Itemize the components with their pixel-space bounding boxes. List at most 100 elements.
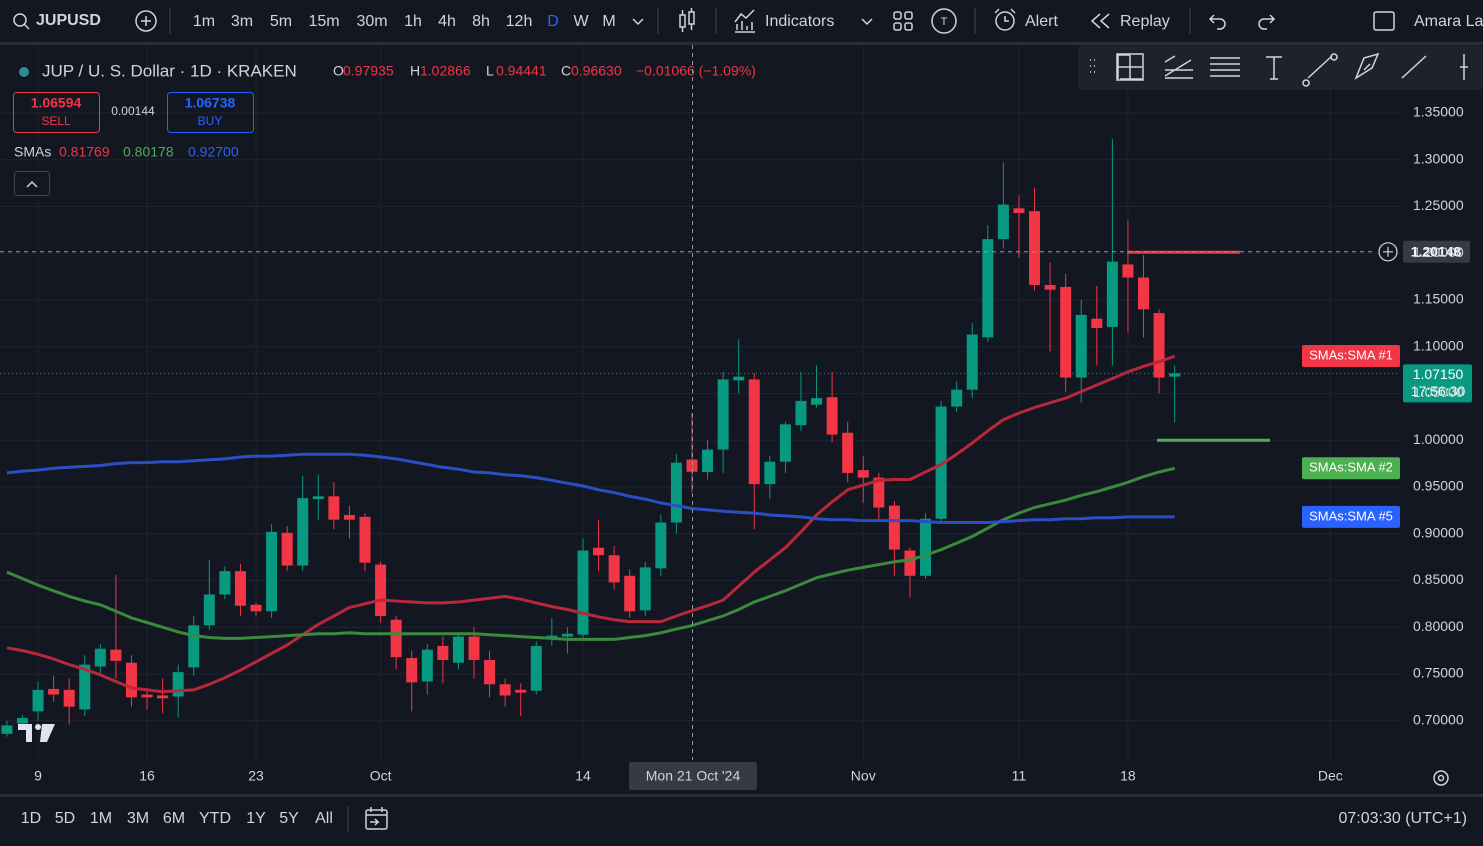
range-button[interactable]: 5D bbox=[55, 810, 75, 827]
search-icon bbox=[13, 13, 27, 27]
interval-button[interactable]: M bbox=[602, 13, 615, 30]
brush-tool[interactable] bbox=[1354, 52, 1380, 80]
candle-body bbox=[826, 397, 838, 435]
symbol-search[interactable]: JUPUSD bbox=[13, 12, 101, 30]
ohlc-value: 0.94441 bbox=[496, 63, 547, 79]
undo-button[interactable] bbox=[1208, 14, 1226, 30]
interval-button[interactable]: 12h bbox=[506, 13, 533, 30]
candle-body bbox=[234, 571, 246, 606]
trendlines-tool[interactable] bbox=[1164, 55, 1193, 79]
range-button[interactable]: 3M bbox=[127, 810, 149, 827]
x-tick-label: 18 bbox=[1120, 768, 1136, 784]
logo bbox=[18, 724, 55, 742]
indicators-icon bbox=[734, 9, 755, 33]
interval-button[interactable]: 15m bbox=[308, 13, 339, 30]
candle-body bbox=[624, 575, 636, 612]
plot-area bbox=[1, 139, 1181, 737]
series-label-box bbox=[1302, 505, 1400, 528]
badge-button[interactable]: T bbox=[931, 8, 957, 34]
range-button[interactable]: 1Y bbox=[246, 810, 266, 827]
goto-date[interactable] bbox=[365, 807, 388, 830]
candle-body bbox=[188, 625, 200, 668]
alert-button[interactable]: Alert bbox=[994, 8, 1058, 31]
interval-button[interactable]: 3m bbox=[231, 13, 253, 30]
badge-circle bbox=[931, 8, 957, 34]
user-name[interactable]: Amara La bbox=[1414, 13, 1483, 30]
grid-icon bbox=[904, 22, 913, 31]
y-tick-label: 1.05000 bbox=[1413, 384, 1464, 400]
range-button[interactable]: 6M bbox=[163, 810, 185, 827]
cross-tool bbox=[1116, 53, 1144, 81]
interval-button[interactable]: 30m bbox=[356, 13, 387, 30]
interval-button[interactable]: W bbox=[573, 13, 589, 30]
fib-tool[interactable] bbox=[1210, 57, 1240, 77]
candle-body bbox=[966, 334, 978, 390]
candle-body bbox=[779, 424, 791, 462]
chart-type-button[interactable] bbox=[679, 8, 695, 32]
candle-body bbox=[421, 649, 433, 682]
candle-body bbox=[639, 567, 651, 611]
range-button[interactable]: YTD bbox=[199, 810, 231, 827]
y-tick-label: 0.80000 bbox=[1413, 618, 1464, 634]
range-button[interactable]: All bbox=[315, 810, 333, 827]
x-tick-label: 14 bbox=[575, 768, 591, 784]
collapse-button[interactable] bbox=[14, 171, 50, 196]
candle-body bbox=[1060, 286, 1072, 378]
interval-button[interactable]: 8h bbox=[472, 13, 490, 30]
range-button[interactable]: 5Y bbox=[279, 810, 299, 827]
layouts-button[interactable] bbox=[893, 11, 913, 31]
candle-body bbox=[281, 532, 293, 566]
candle-body bbox=[110, 649, 122, 661]
candle-body bbox=[997, 204, 1009, 240]
last-price-box bbox=[1403, 364, 1472, 403]
sell-box bbox=[13, 92, 100, 133]
candle-body bbox=[1169, 373, 1181, 377]
change: −0.01066 (−1.09%) bbox=[636, 63, 756, 79]
text-tool[interactable] bbox=[1266, 56, 1282, 80]
add-alert-icon bbox=[1383, 246, 1393, 257]
interval-button[interactable]: D bbox=[547, 13, 559, 30]
redo-button[interactable] bbox=[1258, 14, 1276, 30]
cross-tool[interactable] bbox=[1117, 54, 1142, 80]
clock[interactable]: 07:03:30 (UTC+1) bbox=[1338, 810, 1467, 827]
sell-button[interactable]: 1.06594 SELL bbox=[13, 92, 100, 133]
axis-settings[interactable] bbox=[1433, 770, 1449, 786]
ohlc-value: 0.97935 bbox=[343, 63, 394, 79]
interval-button[interactable]: 5m bbox=[270, 13, 292, 30]
fullscreen-button[interactable] bbox=[1373, 11, 1395, 31]
candle-body bbox=[484, 659, 496, 685]
measure-tool[interactable] bbox=[1401, 55, 1427, 79]
range-button[interactable]: 1M bbox=[90, 810, 112, 827]
y-tick-label: 1.00000 bbox=[1413, 431, 1464, 447]
collapse-icon bbox=[26, 180, 38, 188]
y-tick-label: 1.35000 bbox=[1413, 104, 1464, 120]
x-tick-label: Nov bbox=[851, 768, 876, 784]
plus-icon bbox=[135, 10, 157, 32]
buy-label: BUY bbox=[198, 114, 223, 128]
more-tool[interactable] bbox=[1460, 54, 1468, 80]
replay-button[interactable]: Replay bbox=[1090, 13, 1170, 30]
candle-body bbox=[1091, 318, 1103, 328]
buy-button[interactable]: 1.06738 BUY bbox=[167, 92, 254, 133]
indicators-button[interactable]: Indicators bbox=[734, 9, 873, 33]
buy-price: 1.06738 bbox=[185, 95, 236, 111]
candle-body bbox=[125, 662, 137, 698]
candle-body bbox=[748, 379, 760, 485]
y-tick-label: 0.95000 bbox=[1413, 478, 1464, 494]
spread: 0.00144 bbox=[111, 104, 155, 118]
candle-body bbox=[811, 398, 823, 405]
interval-button[interactable]: 1m bbox=[193, 13, 215, 30]
dropdown-icon[interactable] bbox=[632, 18, 644, 26]
pattern-tool[interactable] bbox=[1302, 53, 1338, 87]
logo-part bbox=[18, 724, 32, 742]
interval-button[interactable]: 1h bbox=[404, 13, 422, 30]
candle-body bbox=[608, 555, 620, 583]
drag-handle[interactable] bbox=[1090, 59, 1095, 73]
interval-button[interactable]: 4h bbox=[438, 13, 456, 30]
sma-line bbox=[6, 354, 1176, 694]
compare-button[interactable] bbox=[135, 10, 157, 32]
range-button[interactable]: 1D bbox=[21, 810, 41, 827]
sma-legend-values: 0.81769 0.80178 0.92700 bbox=[59, 144, 239, 160]
crosshair-price: 1.20148 bbox=[1411, 244, 1462, 260]
separator bbox=[0, 42, 1483, 45]
